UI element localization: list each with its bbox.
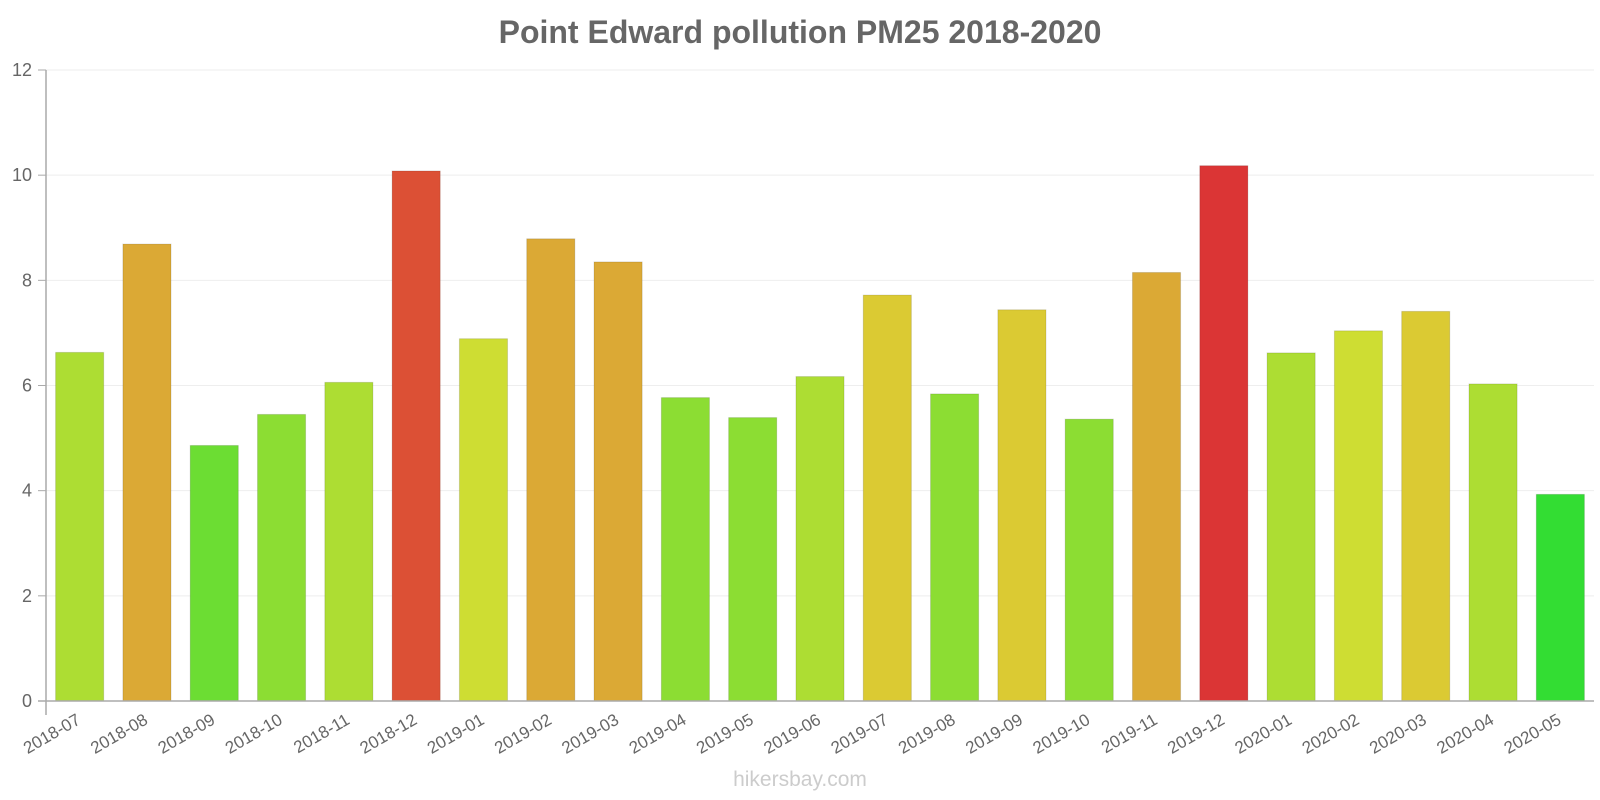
x-tick-label: 2018-08 (87, 710, 151, 758)
bar (391, 170, 441, 702)
bar (1131, 271, 1182, 702)
x-tick-label: 2019-08 (895, 710, 959, 758)
bar (1266, 352, 1316, 702)
bar (997, 309, 1047, 702)
x-tick-label: 2020-04 (1434, 710, 1498, 758)
watermark: hikersbay.com (733, 768, 867, 791)
chart-title: Point Edward pollution PM25 2018-2020 (498, 14, 1102, 50)
bar (1468, 383, 1518, 702)
bar (728, 417, 778, 702)
x-tick-label: 2019-05 (693, 710, 757, 758)
x-tick-label: 2020-02 (1299, 710, 1363, 758)
bar (862, 294, 912, 702)
bar (1535, 493, 1585, 702)
x-tick-label: 2019-02 (491, 710, 555, 758)
x-tick-label: 2018-12 (357, 710, 421, 758)
y-tick-label: 4 (22, 481, 32, 501)
y-tick-label: 12 (12, 60, 32, 80)
bar (1333, 330, 1383, 702)
bar (795, 376, 845, 702)
bar (257, 413, 307, 702)
x-tick-label: 2019-01 (424, 710, 488, 758)
x-tick-label: 2020-05 (1501, 710, 1565, 758)
bar (324, 381, 374, 702)
x-tick-label: 2019-06 (760, 710, 824, 758)
bar (1199, 165, 1249, 702)
y-tick-label: 10 (12, 165, 32, 185)
x-tick-label: 2018-11 (290, 710, 352, 757)
x-tick-label: 2018-07 (20, 710, 84, 758)
bars (55, 165, 1585, 702)
bar (458, 338, 509, 702)
x-axis-ticks: 2018-07 2018-08 2018-09 2018-10 2018-11 2018-… (20, 710, 1564, 758)
y-tick-label: 8 (22, 270, 32, 290)
x-tick-label: 2019-07 (828, 710, 892, 758)
y-tick-label: 0 (22, 691, 32, 711)
bar (1401, 310, 1451, 702)
bar (660, 397, 710, 702)
x-tick-label: 2019-12 (1164, 710, 1228, 758)
x-tick-label: 2019-11 (1098, 710, 1160, 757)
y-tick-label: 6 (22, 376, 32, 396)
x-tick-label: 2018-09 (155, 710, 219, 758)
y-axis-ticks: 0 2 4 6 8 10 12 (12, 60, 46, 711)
bar (593, 261, 643, 702)
x-tick-label: 2019-10 (1030, 710, 1094, 758)
x-tick-label: 2020-03 (1366, 710, 1430, 758)
bar (930, 393, 980, 702)
x-tick-label: 2019-03 (559, 710, 623, 758)
bar (526, 238, 576, 702)
x-tick-label: 2019-04 (626, 710, 690, 758)
bar (55, 351, 105, 702)
bar (189, 444, 239, 702)
x-tick-label: 2018-10 (222, 710, 286, 758)
axes (38, 70, 1594, 715)
y-tick-label: 2 (22, 586, 32, 606)
bar (122, 243, 172, 702)
x-tick-label: 2019-09 (962, 710, 1026, 758)
x-tick-label: 2020-01 (1232, 710, 1296, 758)
bar (1064, 418, 1114, 702)
